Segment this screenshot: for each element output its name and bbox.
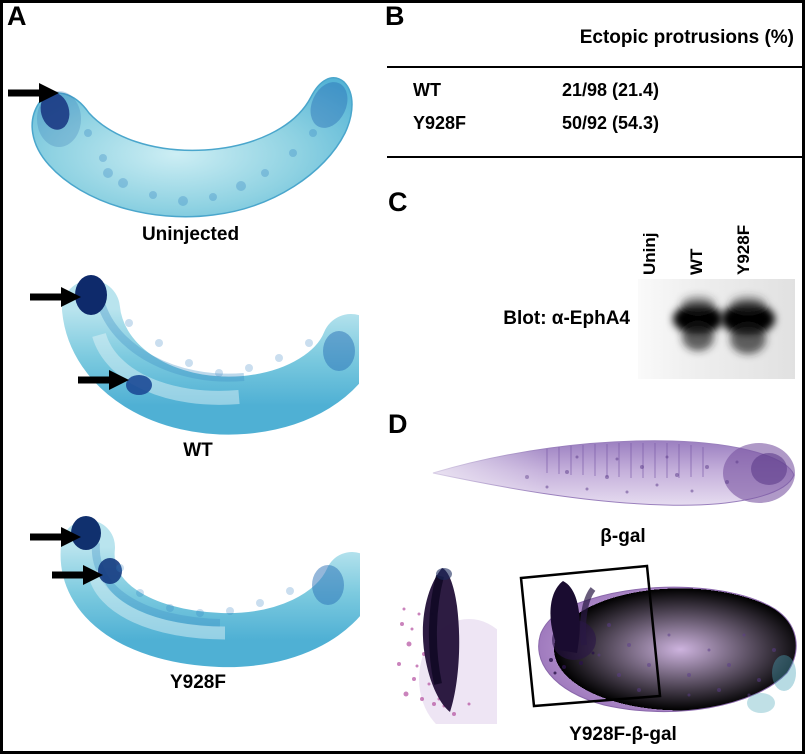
table-bottom-rule xyxy=(387,156,802,158)
arrow-icon xyxy=(52,565,103,585)
tadpole-beta-gal-image xyxy=(427,427,795,512)
caption-y928f: Y928F xyxy=(170,672,226,693)
panel-d-label: D xyxy=(388,409,408,439)
embryo-wt-image xyxy=(62,275,359,435)
blot-band-wt xyxy=(673,296,723,351)
table-row-wt-value: 21/98 (21.4) xyxy=(561,80,660,100)
table-row-wt-name: WT xyxy=(413,80,441,100)
lane-label-y928f: Y928F xyxy=(734,224,753,275)
arrow-icon xyxy=(8,83,59,103)
blot-band-y928f xyxy=(721,296,775,354)
lane-label-uninj: Uninj xyxy=(640,232,659,276)
table-header-ectopic-protrusions: Ectopic protrusions (%) xyxy=(579,27,794,48)
table-row-y928f-name: Y928F xyxy=(413,113,467,133)
protrusion-inset-image xyxy=(384,554,497,724)
caption-wt: WT xyxy=(183,440,213,461)
embryo-uninjected-image xyxy=(31,77,353,218)
blot-antibody-label: Blot: α-EphA4 xyxy=(503,308,630,329)
western-blot-image xyxy=(638,279,795,379)
caption-beta-gal: β-gal xyxy=(600,526,646,547)
panel-c-label: C xyxy=(388,187,408,217)
embryo-y928f-beta-gal-image xyxy=(519,564,797,713)
arrow-icon xyxy=(30,287,81,307)
table-top-rule xyxy=(387,66,802,68)
embryo-y928f-image xyxy=(60,516,360,668)
lane-label-wt: WT xyxy=(687,248,706,275)
caption-uninjected: Uninjected xyxy=(141,224,240,245)
panel-b-label: B xyxy=(385,1,405,31)
panel-a-label: A xyxy=(7,1,27,31)
table-row-y928f-value: 50/92 (54.3) xyxy=(561,113,660,133)
caption-y928f-beta-gal: Y928F-β-gal xyxy=(569,724,677,745)
arrow-icon xyxy=(30,527,81,547)
arrow-icon xyxy=(78,370,129,390)
inset-box xyxy=(519,564,662,708)
